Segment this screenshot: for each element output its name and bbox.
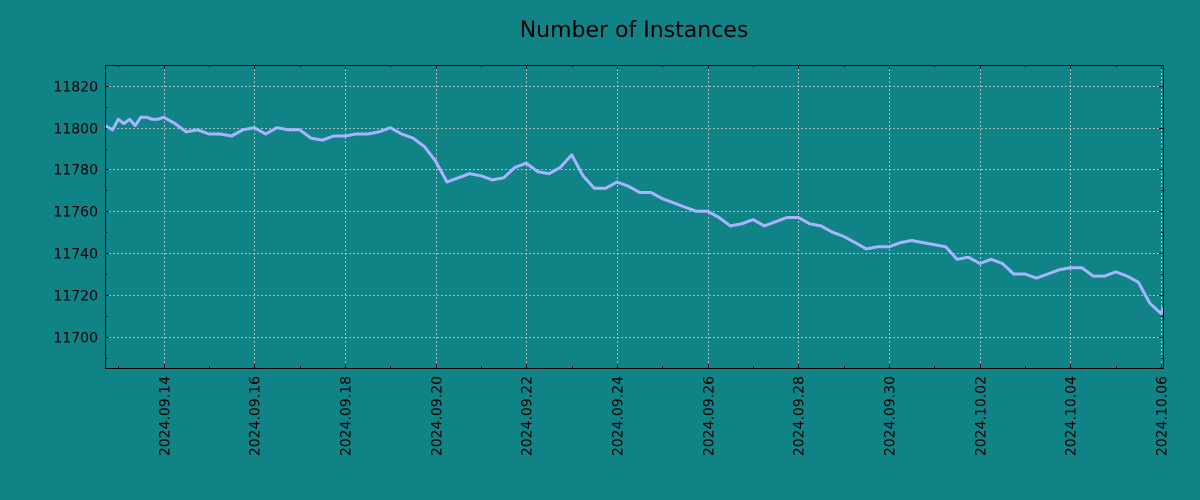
- x-tick-label: 2024.09.22: [520, 376, 536, 456]
- x-tick-label: 2024.09.18: [339, 376, 355, 456]
- y-tick-label: 11700: [53, 331, 98, 347]
- y-tick-label: 11720: [53, 289, 98, 305]
- x-tick-label: 2024.09.24: [611, 376, 627, 456]
- y-tick-label: 11760: [53, 205, 98, 221]
- x-tick-label: 2024.09.30: [883, 376, 899, 456]
- x-tick-label: 2024.09.14: [158, 376, 174, 456]
- x-tick-label: 2024.09.26: [702, 376, 718, 456]
- x-tick-label: 2024.10.06: [1155, 376, 1171, 456]
- x-tick-label: 2024.09.28: [792, 376, 808, 456]
- y-axis: 11700 11720 11740 11760 11780 11800 11820: [53, 65, 1163, 359]
- plot-frame: [105, 65, 1164, 369]
- x-tick-label: 2024.10.04: [1064, 376, 1080, 456]
- x-axis: 2024.09.14 2024.09.16 2024.09.18 2024.09.20…: [118, 65, 1171, 456]
- x-tick-label: 2024.09.16: [248, 376, 264, 456]
- y-tick-label: 11740: [53, 247, 98, 263]
- grid: [105, 65, 1163, 368]
- y-tick-label: 11800: [53, 122, 98, 138]
- y-tick-label: 11820: [53, 80, 98, 96]
- x-tick-label: 2024.09.20: [430, 376, 446, 456]
- series-line: [104, 115, 1165, 316]
- x-tick-label: 2024.10.02: [974, 376, 990, 456]
- y-tick-label: 11780: [53, 163, 98, 179]
- chart-title: Number of Instances: [520, 18, 749, 43]
